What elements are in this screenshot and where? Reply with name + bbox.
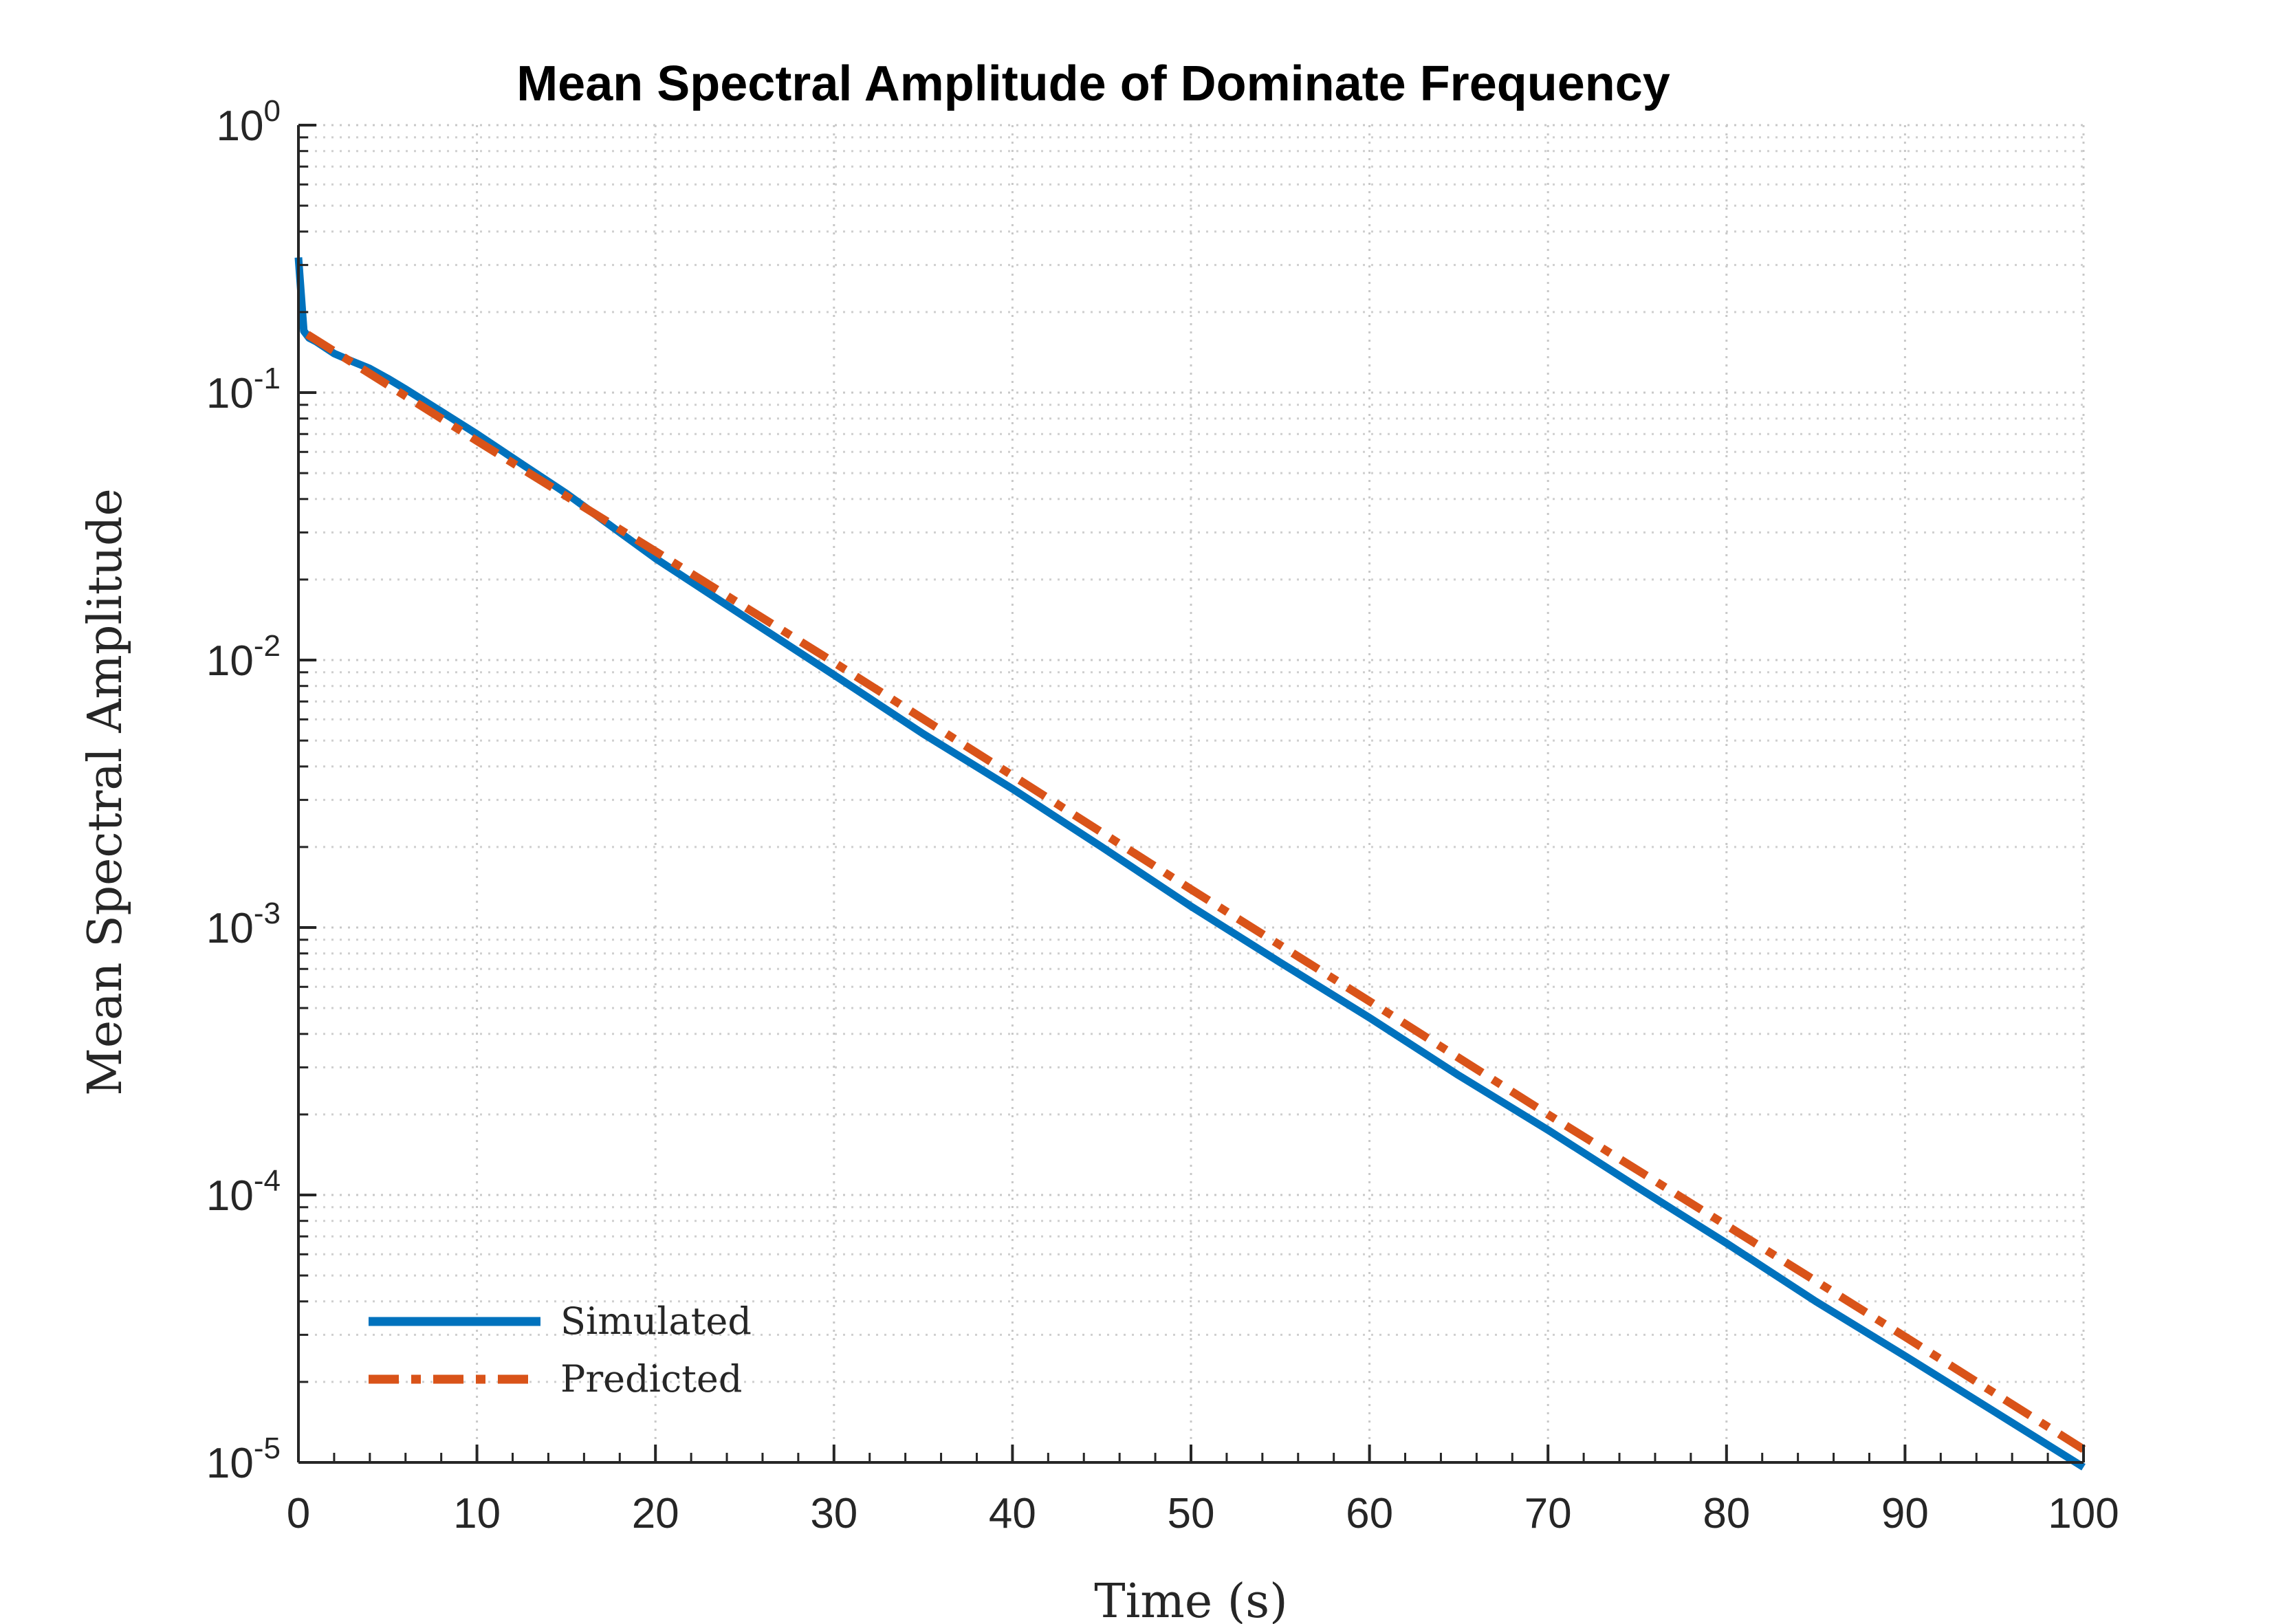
x-tick-label: 0 — [287, 1490, 310, 1537]
x-tick-labels: 0 10 20 30 40 50 60 70 80 90 100 — [287, 1490, 2119, 1537]
y-axis-label: Mean Spectral Amplitude — [78, 488, 133, 1096]
x-tick-label: 80 — [1703, 1490, 1750, 1537]
series-lines — [294, 257, 2086, 1471]
y-tick-label: 10-5 — [206, 1431, 281, 1487]
y-tick-label: 10-1 — [206, 362, 281, 417]
x-tick-label: 20 — [632, 1490, 679, 1537]
legend-label-predicted: Predicted — [560, 1357, 742, 1401]
x-tick-label: 70 — [1524, 1490, 1572, 1537]
tick-marks — [297, 124, 2085, 1464]
y-tick-label: 10-4 — [206, 1164, 281, 1220]
x-axis-label: Time (s) — [1094, 1574, 1287, 1624]
y-tick-label: 10-2 — [206, 629, 281, 685]
legend: Simulated Predicted — [369, 1299, 752, 1401]
y-tick-labels: 100 10-1 10-2 10-3 10-4 10-5 — [206, 94, 281, 1487]
chart-title: Mean Spectral Amplitude of Dominate Freq… — [516, 56, 1670, 111]
x-tick-label: 40 — [989, 1490, 1036, 1537]
x-tick-label: 100 — [2048, 1490, 2119, 1537]
x-tick-label: 90 — [1881, 1490, 1929, 1537]
y-tick-label: 100 — [217, 94, 281, 150]
x-tick-label: 60 — [1346, 1490, 1393, 1537]
x-tick-label: 50 — [1168, 1490, 1215, 1537]
series-line-predicted — [305, 331, 2086, 1453]
x-tick-label: 30 — [810, 1490, 857, 1537]
y-tick-label: 10-3 — [206, 897, 281, 952]
x-tick-label: 10 — [453, 1490, 501, 1537]
legend-label-simulated: Simulated — [560, 1299, 752, 1343]
grid — [297, 124, 2085, 1464]
